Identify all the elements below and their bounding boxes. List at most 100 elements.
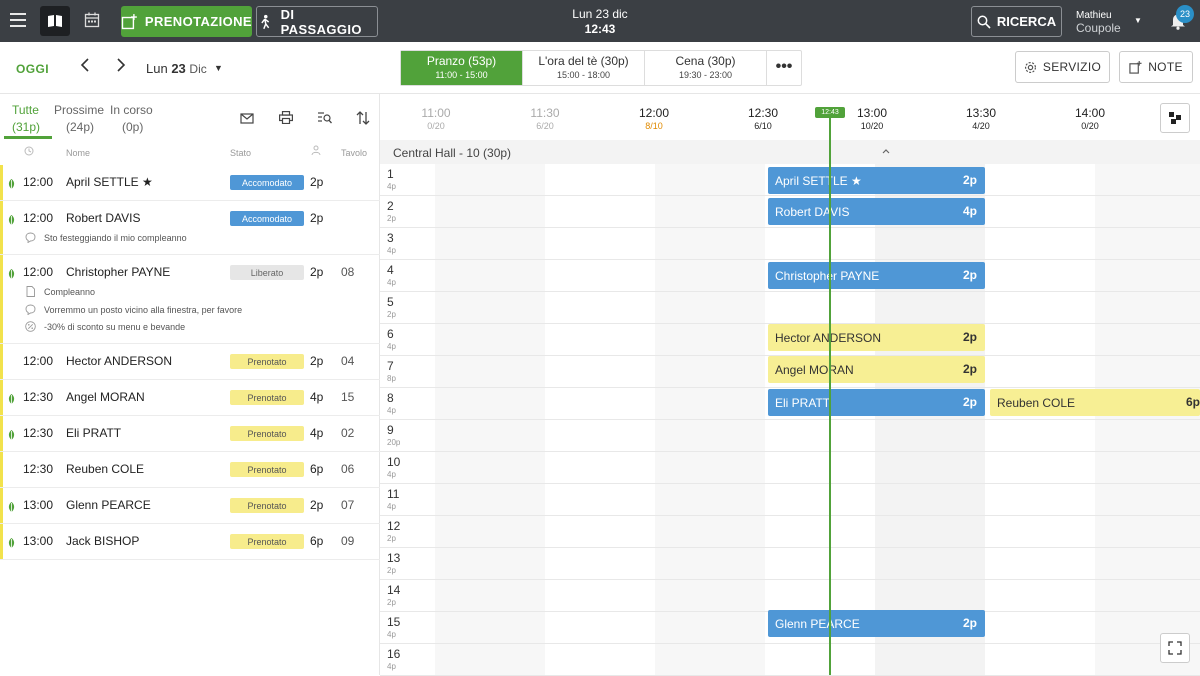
gear-icon	[1024, 61, 1036, 73]
reservation-row[interactable]: 12:00 Christopher PAYNE Liberato 2p 08 C…	[0, 255, 380, 344]
tab-upcoming[interactable]: Prossime (24p)	[54, 102, 104, 136]
time-slot[interactable]: 13:30 4/20	[951, 106, 1011, 131]
table-row[interactable]: 14 2p	[380, 580, 1200, 612]
reservation-row[interactable]: 12:00 Hector ANDERSON Prenotato 2p 04	[0, 344, 380, 380]
booking-block[interactable]: Angel MORAN 2p	[768, 356, 985, 383]
status-badge[interactable]: Prenotato	[230, 462, 304, 477]
table-row[interactable]: 10 4p	[380, 452, 1200, 484]
table-row[interactable]: 1 4p	[380, 164, 1200, 196]
column-name[interactable]: Nome	[66, 148, 91, 158]
service-tab-tea[interactable]: L'ora del tè (30p) 15:00 - 18:00	[523, 51, 645, 85]
service-tab-dinner[interactable]: Cena (30p) 19:30 - 23:00	[645, 51, 767, 85]
status-badge[interactable]: Accomodato	[230, 211, 304, 226]
print-icon[interactable]	[279, 111, 294, 129]
table-row[interactable]: 5 2p	[380, 292, 1200, 324]
time-slot[interactable]: 12:00 8/10	[624, 106, 684, 131]
previous-day-icon[interactable]	[80, 58, 90, 77]
slot-time: 11:00	[421, 106, 451, 120]
area-header[interactable]: Central Hall - 10 (30p)	[380, 140, 1200, 164]
time-slot[interactable]: 14:00 0/20	[1060, 106, 1120, 131]
row-marker	[0, 344, 3, 379]
layout-toggle-button[interactable]	[1160, 103, 1190, 133]
new-reservation-label: PRENOTAZIONE	[144, 14, 252, 29]
status-badge[interactable]: Prenotato	[230, 354, 304, 369]
booking-block[interactable]: Hector ANDERSON 2p	[768, 324, 985, 351]
reservation-row[interactable]: 12:30 Reuben COLE Prenotato 6p 06	[0, 452, 380, 488]
next-day-icon[interactable]	[116, 58, 126, 77]
menu-icon[interactable]	[10, 13, 26, 29]
reservation-row[interactable]: 12:30 Angel MORAN Prenotato 4p 15	[0, 380, 380, 416]
reservation-list: 12:00 April SETTLE ★ Accomodato 2p 12:00…	[0, 165, 380, 560]
reservation-time: 12:00	[23, 354, 54, 368]
status-badge[interactable]: Prenotato	[230, 390, 304, 405]
booking-block[interactable]: Glenn PEARCE 2p	[768, 610, 985, 637]
status-badge[interactable]: Accomodato	[230, 175, 304, 190]
search-list-icon[interactable]	[318, 111, 332, 129]
mail-icon[interactable]	[240, 111, 254, 129]
reservation-row[interactable]: 12:00 April SETTLE ★ Accomodato 2p	[0, 165, 380, 201]
table-row[interactable]: 13 2p	[380, 548, 1200, 580]
column-status[interactable]: Stato	[230, 148, 252, 158]
status-badge[interactable]: Liberato	[230, 265, 304, 280]
column-table[interactable]: Tavolo	[341, 148, 368, 158]
status-badge[interactable]: Prenotato	[230, 534, 304, 549]
search-icon	[977, 15, 991, 29]
booking-block[interactable]: Eli PRATT 2p	[768, 389, 985, 416]
table-row[interactable]: 3 4p	[380, 228, 1200, 260]
fullscreen-button[interactable]	[1160, 633, 1190, 663]
party-size: 6p	[310, 534, 324, 548]
more-services-button[interactable]: •••	[775, 58, 793, 75]
table-row[interactable]: 11 4p	[380, 484, 1200, 516]
sort-icon[interactable]	[356, 111, 370, 130]
reservation-row[interactable]: 12:30 Eli PRATT Prenotato 4p 02	[0, 416, 380, 452]
new-reservation-button[interactable]: PRENOTAZIONE	[121, 6, 252, 37]
service-name: Pranzo (53p)	[426, 54, 497, 68]
search-button[interactable]: RICERCA	[971, 6, 1062, 37]
date-dropdown-icon[interactable]: ▼	[214, 63, 223, 73]
table-number: 7	[387, 359, 394, 373]
table-row[interactable]: 8 4p	[380, 388, 1200, 420]
reservation-time: 12:00	[23, 175, 54, 189]
reservation-row[interactable]: 12:00 Robert DAVIS Accomodato 2p Sto fes…	[0, 201, 380, 255]
today-button[interactable]: OGGI	[16, 62, 49, 76]
guest-name: Jack BISHOP	[66, 534, 140, 548]
user-menu[interactable]: Mathieu Coupole	[1076, 9, 1121, 35]
table-row[interactable]: 6 4p	[380, 324, 1200, 356]
booking-name: Glenn PEARCE	[775, 616, 860, 631]
notes-button[interactable]: NOTE	[1119, 51, 1193, 83]
status-badge[interactable]: Prenotato	[230, 426, 304, 441]
booking-block[interactable]: Christopher PAYNE 2p	[768, 262, 985, 289]
table-capacity: 4p	[387, 502, 396, 511]
table-capacity: 4p	[387, 182, 396, 191]
service-settings-button[interactable]: SERVIZIO	[1015, 51, 1110, 83]
reservation-row[interactable]: 13:00 Glenn PEARCE Prenotato 2p 07	[0, 488, 380, 524]
status-badge[interactable]: Prenotato	[230, 498, 304, 513]
walk-in-label: DI PASSAGGIO	[280, 6, 362, 37]
booking-block[interactable]: April SETTLE ★ 2p	[768, 167, 985, 194]
booking-block[interactable]: Reuben COLE 6p	[990, 389, 1200, 416]
reservation-book-icon[interactable]	[40, 6, 70, 36]
time-slot[interactable]: 12:30 6/10	[733, 106, 793, 131]
table-row[interactable]: 7 8p	[380, 356, 1200, 388]
calendar-icon[interactable]	[84, 12, 100, 33]
time-slot[interactable]: 11:30 6/20	[515, 106, 575, 131]
tab-all[interactable]: Tutte (31p)	[12, 102, 40, 136]
table-row[interactable]: 16 4p	[380, 644, 1200, 676]
time-slot[interactable]: 11:00 0/20	[406, 106, 466, 131]
time-slot[interactable]: 13:00 10/20	[842, 106, 902, 131]
table-number: 08	[341, 265, 355, 279]
table-row[interactable]: 15 4p	[380, 612, 1200, 644]
table-row[interactable]: 12 2p	[380, 516, 1200, 548]
selected-date[interactable]: Lun 23 Dic	[146, 61, 207, 76]
collapse-icon[interactable]	[882, 148, 890, 154]
booking-block[interactable]: Robert DAVIS 4p	[768, 198, 985, 225]
reservation-row[interactable]: 13:00 Jack BISHOP Prenotato 6p 09	[0, 524, 380, 560]
table-row[interactable]: 2 2p	[380, 196, 1200, 228]
table-number: 2	[387, 199, 394, 213]
service-tab-lunch[interactable]: Pranzo (53p) 11:00 - 15:00	[401, 51, 523, 85]
table-row[interactable]: 9 20p	[380, 420, 1200, 452]
walk-in-button[interactable]: DI PASSAGGIO	[256, 6, 378, 37]
user-dropdown-icon[interactable]: ▼	[1134, 16, 1142, 25]
tab-in-progress[interactable]: In corso (0p)	[110, 102, 153, 136]
table-row[interactable]: 4 4p	[380, 260, 1200, 292]
